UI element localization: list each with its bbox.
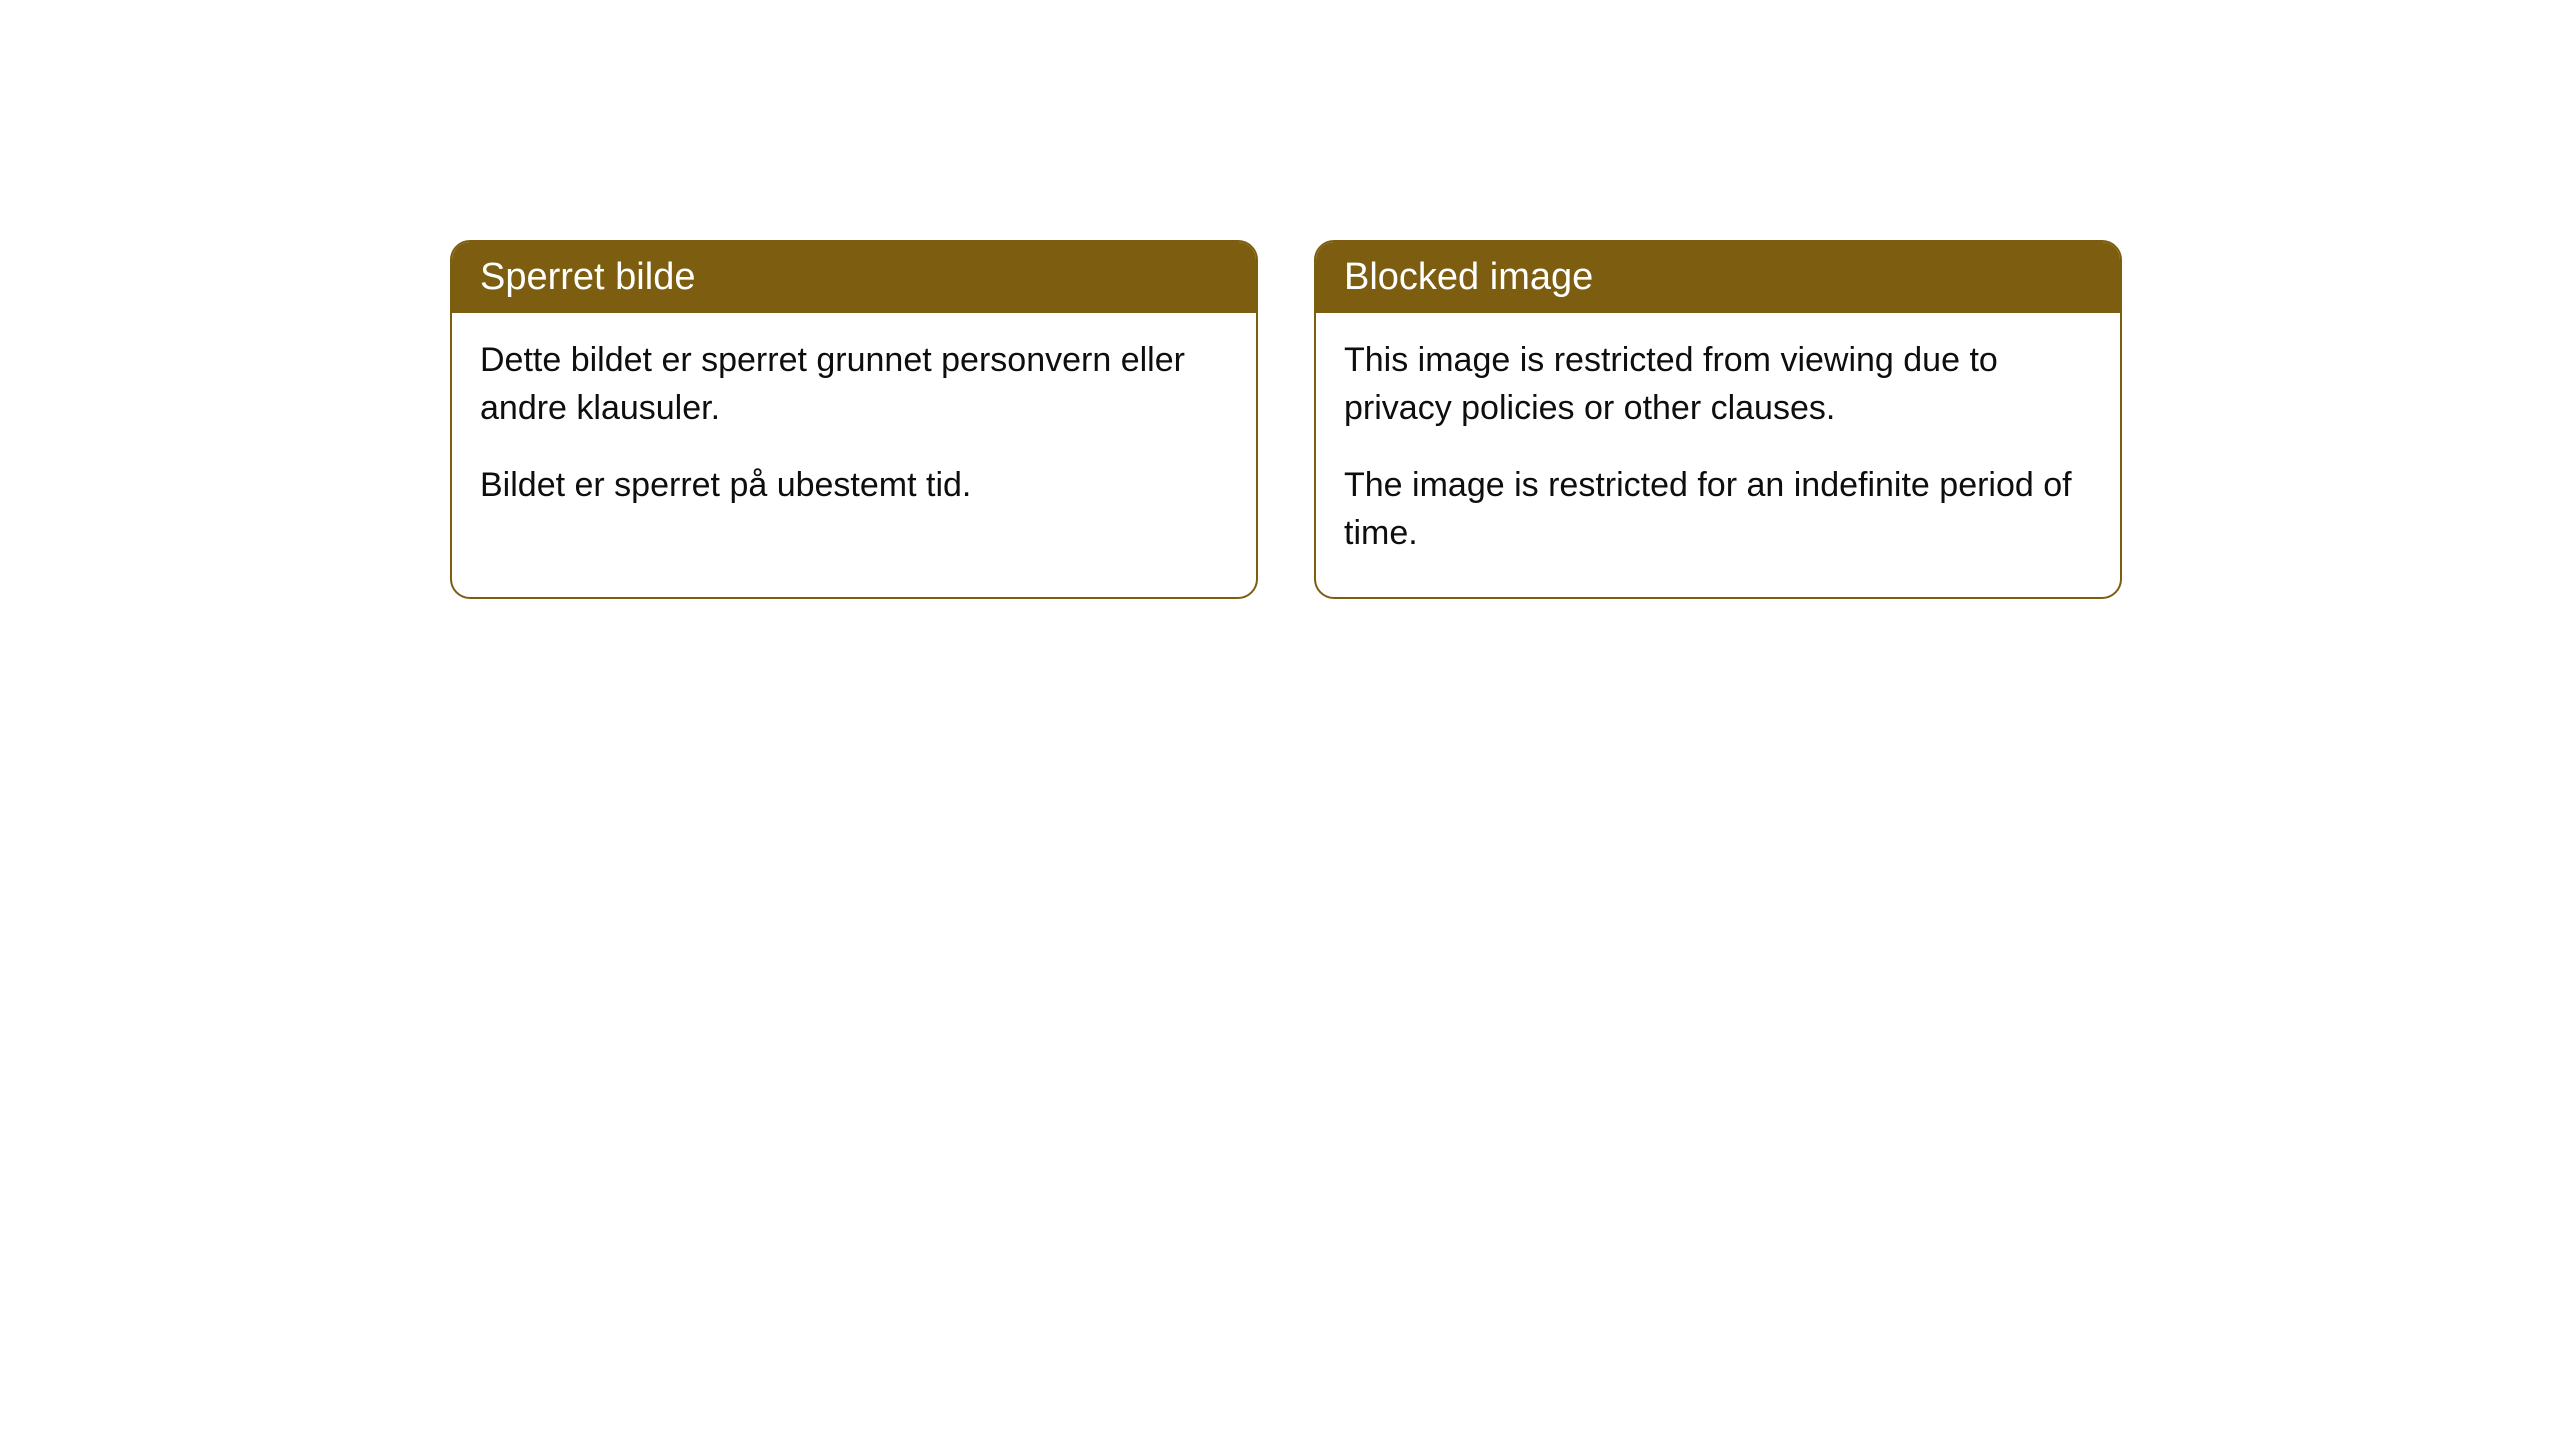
card-title: Blocked image [1316, 242, 2120, 313]
card-paragraph: This image is restricted from viewing du… [1344, 337, 2092, 432]
blocked-image-card-no: Sperret bilde Dette bildet er sperret gr… [450, 240, 1258, 599]
card-title: Sperret bilde [452, 242, 1256, 313]
blocked-image-card-en: Blocked image This image is restricted f… [1314, 240, 2122, 599]
notice-cards-container: Sperret bilde Dette bildet er sperret gr… [0, 0, 2560, 599]
card-body: This image is restricted from viewing du… [1316, 313, 2120, 597]
card-body: Dette bildet er sperret grunnet personve… [452, 313, 1256, 550]
card-paragraph: Dette bildet er sperret grunnet personve… [480, 337, 1228, 432]
card-paragraph: The image is restricted for an indefinit… [1344, 462, 2092, 557]
card-paragraph: Bildet er sperret på ubestemt tid. [480, 462, 1228, 510]
